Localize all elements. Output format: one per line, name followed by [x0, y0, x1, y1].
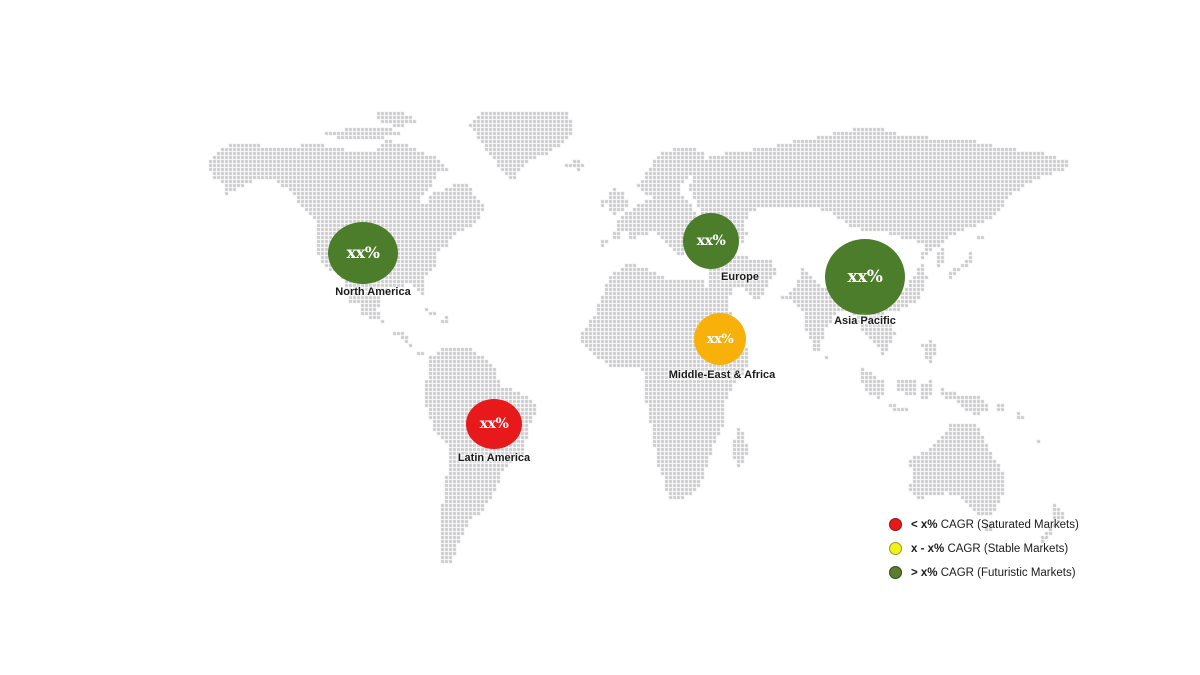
legend-stable-label: x - x% CAGR (Stable Markets) [911, 542, 1069, 555]
bubble-value-middle-east-africa: xx% [706, 331, 734, 347]
bubble-asia-pacific[interactable]: xx% [825, 239, 905, 315]
legend: < x% CAGR (Saturated Markets) x - x% CAGR… [889, 518, 1079, 579]
legend-futuristic-dot-icon [889, 566, 902, 579]
bubble-middle-east-africa[interactable]: xx% [694, 313, 746, 365]
legend-saturated-dot-icon [889, 518, 902, 531]
legend-futuristic[interactable]: > x% CAGR (Futuristic Markets) [889, 566, 1079, 579]
bubble-value-asia-pacific: xx% [847, 266, 883, 287]
region-label-north-america: North America [335, 286, 411, 298]
bubble-value-europe: xx% [696, 233, 726, 249]
region-label-middle-east-africa: Middle-East & Africa [668, 369, 776, 381]
region-label-asia-pacific: Asia Pacific [834, 315, 896, 327]
region-label-europe: Europe [721, 271, 759, 283]
bubble-value-north-america: xx% [346, 243, 380, 262]
legend-saturated-label: < x% CAGR (Saturated Markets) [911, 518, 1079, 531]
legend-saturated[interactable]: < x% CAGR (Saturated Markets) [889, 518, 1079, 531]
bubble-value-latin-america: xx% [479, 416, 509, 432]
legend-futuristic-label: > x% CAGR (Futuristic Markets) [911, 566, 1076, 579]
legend-stable-dot-icon [889, 542, 902, 555]
bubble-north-america[interactable]: xx% [328, 222, 398, 284]
bubble-europe[interactable]: xx% [683, 213, 739, 269]
bubble-latin-america[interactable]: xx% [466, 399, 522, 449]
legend-stable[interactable]: x - x% CAGR (Stable Markets) [889, 542, 1079, 555]
region-label-latin-america: Latin America [457, 452, 531, 464]
